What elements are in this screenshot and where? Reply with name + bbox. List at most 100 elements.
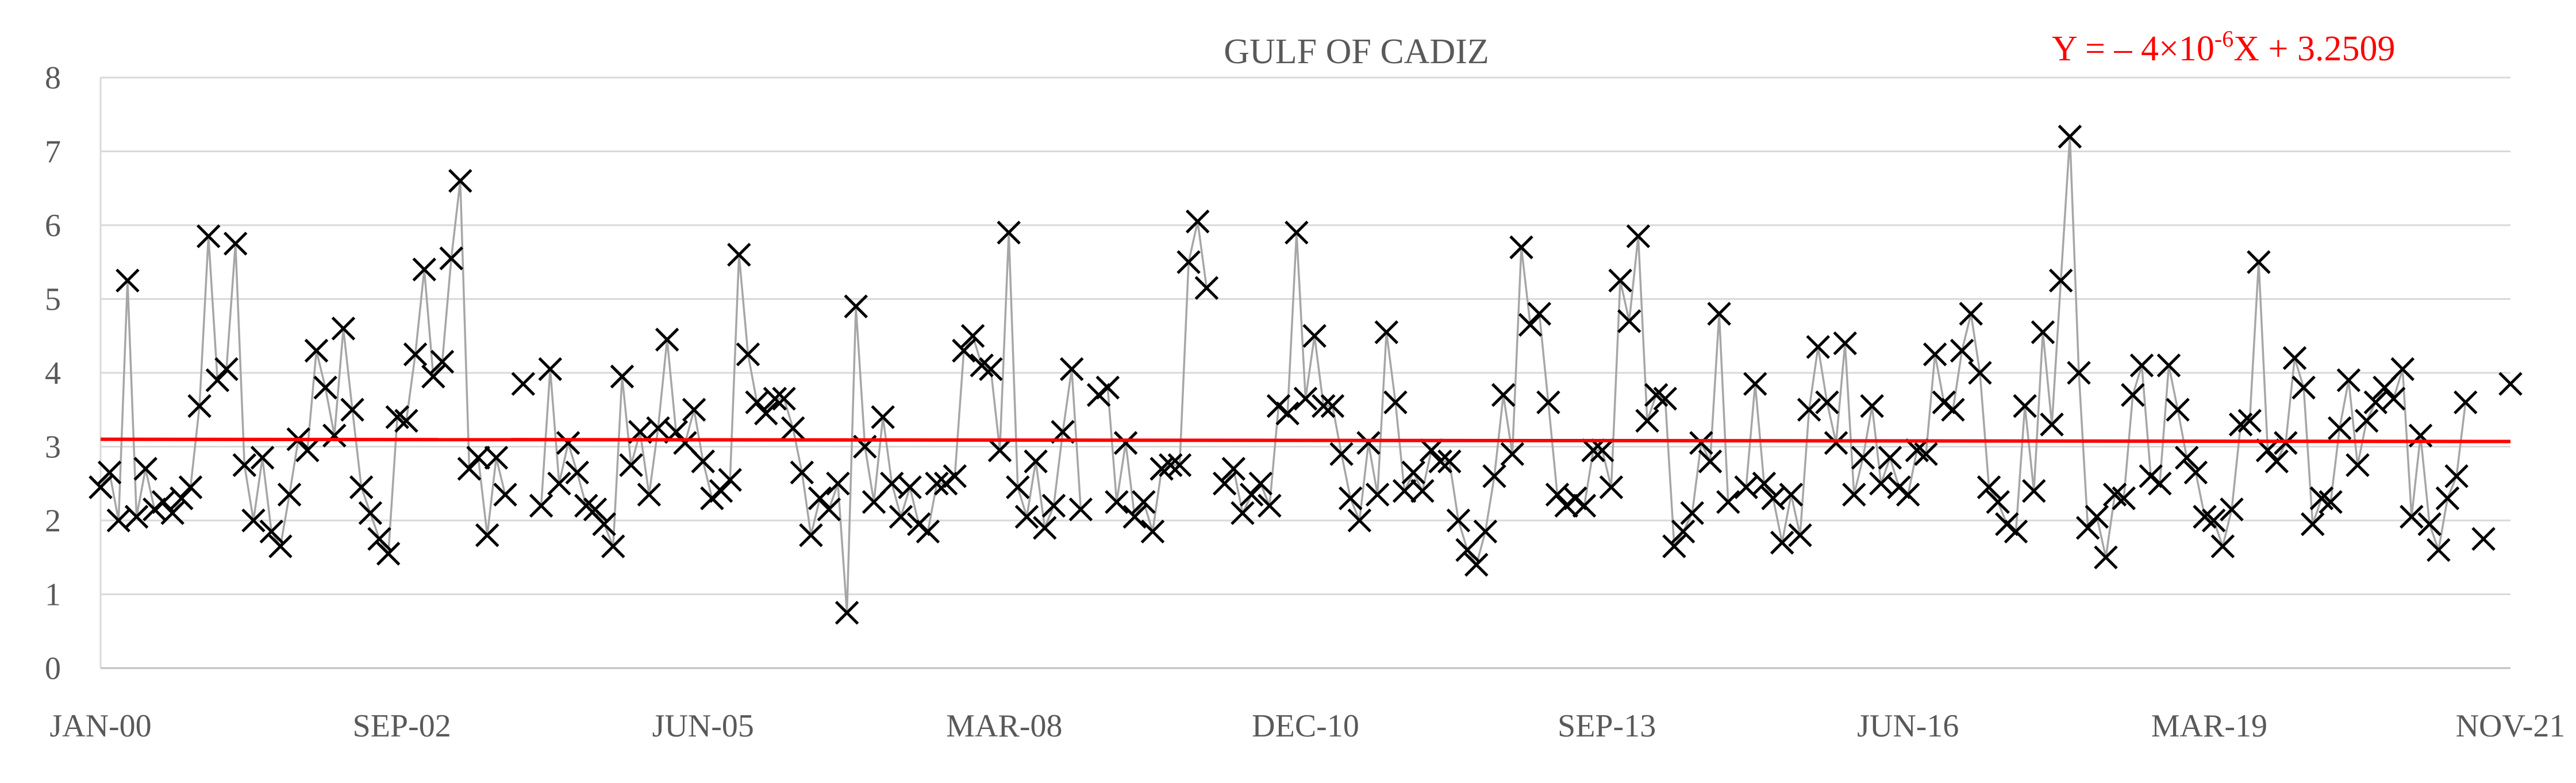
data-point-marker [304,338,329,363]
data-point-marker [1842,483,1866,507]
data-point-marker [178,475,203,499]
data-point-marker [232,453,257,477]
data-point-marker [1113,431,1138,455]
data-point-marker [2112,486,2136,511]
data-point-marker [655,327,679,352]
data-point-marker [1320,394,1345,418]
data-point-marker [1293,387,1318,411]
data-point-marker [466,446,490,470]
data-point-marker [259,519,284,544]
data-point-marker [2498,372,2523,396]
data-point-marker [1167,453,1192,477]
data-point-marker [2400,504,2424,529]
data-point-marker [1752,471,1777,496]
data-point-marker [124,504,149,529]
data-point-marker [421,364,445,389]
data-point-marker [889,504,913,529]
data-point-marker [772,387,796,411]
data-point-marker [1365,483,1390,507]
data-point-marker [1986,490,2010,514]
data-point-marker [538,357,563,381]
data-point-marker [1518,313,1543,337]
data-point-marker [2129,353,2154,377]
data-point-marker [223,232,248,256]
data-point-marker [619,453,643,477]
data-point-marker [1329,442,1354,466]
data-point-marker [592,512,616,537]
data-point-marker [1536,390,1560,415]
data-point-marker [2102,483,2127,507]
data-point-marker [835,600,859,625]
data-point-marker [1626,224,1651,249]
data-point-marker [1374,320,1399,345]
data-point-marker [1105,490,1129,514]
data-point-marker [2319,490,2343,514]
data-point-marker [1258,493,1282,518]
data-point-marker [817,497,841,522]
data-point-marker [2444,464,2469,488]
data-point-marker [799,523,823,547]
data-point-marker [925,471,949,496]
data-point-marker [1797,398,1821,422]
data-point-marker [1527,302,1552,326]
data-point-marker [1581,438,1605,462]
data-point-marker [358,501,383,525]
data-point-marker [1401,460,1426,485]
x-tick-label: JUN-05 [652,708,754,744]
data-point-marker [2292,375,2316,400]
data-point-marker [2309,486,2334,511]
trend-equation-prefix: Y = – 4×10 [2052,29,2214,68]
data-point-marker [960,323,985,348]
data-point-marker [1006,475,1030,499]
data-point-marker [2094,545,2118,570]
y-tick-label: 0 [45,651,61,686]
data-point-marker [736,342,760,367]
x-tick-label: JUN-16 [1857,708,1959,744]
data-point-marker [529,493,553,518]
data-point-marker [556,431,580,455]
data-point-marker [484,446,509,470]
data-point-marker [1833,331,1857,356]
data-point-marker [2454,390,2478,415]
data-point-marker [439,246,463,271]
data-point-marker [1617,309,1641,333]
data-point-marker [862,490,886,514]
data-point-marker [160,501,184,525]
data-point-marker [2156,353,2181,377]
data-point-marker [116,268,140,293]
data-point-marker [1455,538,1479,562]
data-point-marker [2255,438,2280,462]
y-axis-ticks: 0 1 2 3 4 5 6 7 8 [45,60,61,686]
data-point-marker [1132,490,1156,514]
data-point-marker [493,483,517,507]
data-point-marker [1707,302,1731,326]
data-point-marker [1122,504,1147,529]
data-point-marker [412,257,437,281]
y-tick-label: 7 [45,134,61,170]
data-point-marker [763,387,787,411]
data-point-marker [1914,442,1938,466]
y-tick-label: 6 [45,208,61,244]
data-point-marker [673,431,697,455]
data-point-marker [952,338,976,363]
data-point-marker [1185,209,1210,234]
data-point-marker [1851,446,1875,470]
data-point-marker [1599,475,1624,499]
data-point-marker [1653,387,1678,411]
data-point-marker [1698,449,1723,473]
x-tick-label: JAN-00 [49,708,151,744]
data-point-marker [2004,519,2028,544]
data-point-marker [1437,449,1462,473]
data-point-marker [2435,486,2460,511]
data-point-marker [1482,464,1506,488]
data-point-marker [1779,483,1804,507]
data-point-marker [457,457,482,481]
data-point-marker [898,475,922,499]
data-point-marker [1788,523,1812,547]
data-point-marker [1059,357,1084,381]
data-point-marker [1824,431,1848,455]
x-tick-label: MAR-08 [946,708,1062,744]
data-point-marker [1680,501,1705,525]
data-point-marker [2417,512,2442,537]
